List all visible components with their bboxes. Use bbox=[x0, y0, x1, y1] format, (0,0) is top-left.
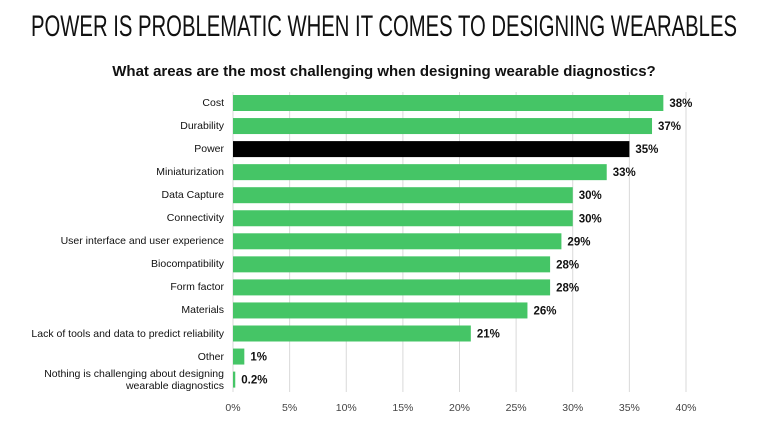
x-tick-label: 15% bbox=[392, 402, 413, 414]
x-tick-label: 40% bbox=[675, 402, 696, 414]
value-label: 26% bbox=[533, 305, 556, 317]
bar bbox=[233, 233, 562, 250]
chart-subtitle: What areas are the most challenging when… bbox=[112, 63, 655, 80]
category-label: User interface and user experience bbox=[60, 235, 224, 248]
bar bbox=[233, 187, 573, 204]
category-label: Biocompatibility bbox=[151, 258, 224, 271]
value-label: 30% bbox=[579, 190, 602, 202]
value-label: 28% bbox=[556, 282, 579, 294]
category-label: Cost bbox=[202, 97, 224, 109]
category-label: Other bbox=[197, 350, 224, 363]
x-tick-label: 20% bbox=[449, 402, 470, 414]
value-label: 28% bbox=[556, 259, 579, 271]
value-label: 33% bbox=[613, 167, 636, 179]
value-label: 1% bbox=[250, 352, 267, 364]
x-tick-label: 5% bbox=[282, 402, 297, 414]
bar bbox=[233, 118, 653, 135]
bar bbox=[233, 95, 664, 111]
value-label: 29% bbox=[567, 236, 590, 248]
category-label: Power bbox=[194, 143, 224, 156]
value-label: 35% bbox=[635, 144, 658, 156]
bar bbox=[233, 302, 528, 319]
value-label: 30% bbox=[579, 213, 602, 225]
bar bbox=[233, 348, 245, 365]
x-tick-label: 35% bbox=[619, 402, 640, 414]
x-tick-label: 10% bbox=[336, 402, 357, 414]
bar bbox=[233, 141, 630, 158]
value-label: 0.2% bbox=[241, 375, 267, 387]
category-label: Nothing is challenging about designing w… bbox=[44, 367, 224, 392]
value-label: 38% bbox=[669, 98, 692, 110]
category-label: Miniaturization bbox=[156, 166, 224, 179]
value-label: 37% bbox=[658, 121, 681, 133]
chart-title: POWER IS PROBLEMATIC WHEN IT COMES TO DE… bbox=[31, 10, 737, 43]
bar bbox=[233, 164, 607, 181]
x-tick-label: 0% bbox=[225, 402, 240, 414]
bar bbox=[233, 371, 236, 388]
category-label: Data Capture bbox=[161, 189, 224, 202]
x-tick-label: 25% bbox=[506, 402, 527, 414]
category-label: Materials bbox=[181, 304, 224, 317]
bar bbox=[233, 256, 551, 273]
bar bbox=[233, 210, 573, 227]
category-label: Connectivity bbox=[166, 212, 224, 225]
category-label: Form factor bbox=[170, 281, 224, 294]
x-tick-label: 30% bbox=[562, 402, 583, 414]
category-label: Durability bbox=[180, 120, 224, 133]
bar bbox=[233, 325, 471, 342]
category-label: Lack of tools and data to predict reliab… bbox=[31, 327, 224, 340]
bar bbox=[233, 279, 551, 296]
value-label: 21% bbox=[477, 329, 500, 341]
